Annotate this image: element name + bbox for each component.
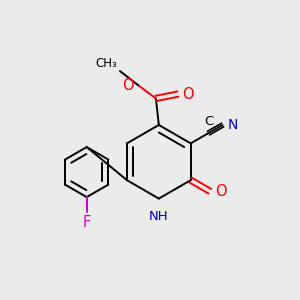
Text: O: O (182, 87, 194, 102)
Text: CH₃: CH₃ (95, 57, 117, 70)
Text: O: O (122, 78, 134, 93)
Text: N: N (228, 118, 238, 132)
Text: O: O (215, 184, 227, 199)
Text: NH: NH (149, 210, 169, 223)
Text: F: F (82, 215, 91, 230)
Text: C: C (204, 115, 213, 128)
